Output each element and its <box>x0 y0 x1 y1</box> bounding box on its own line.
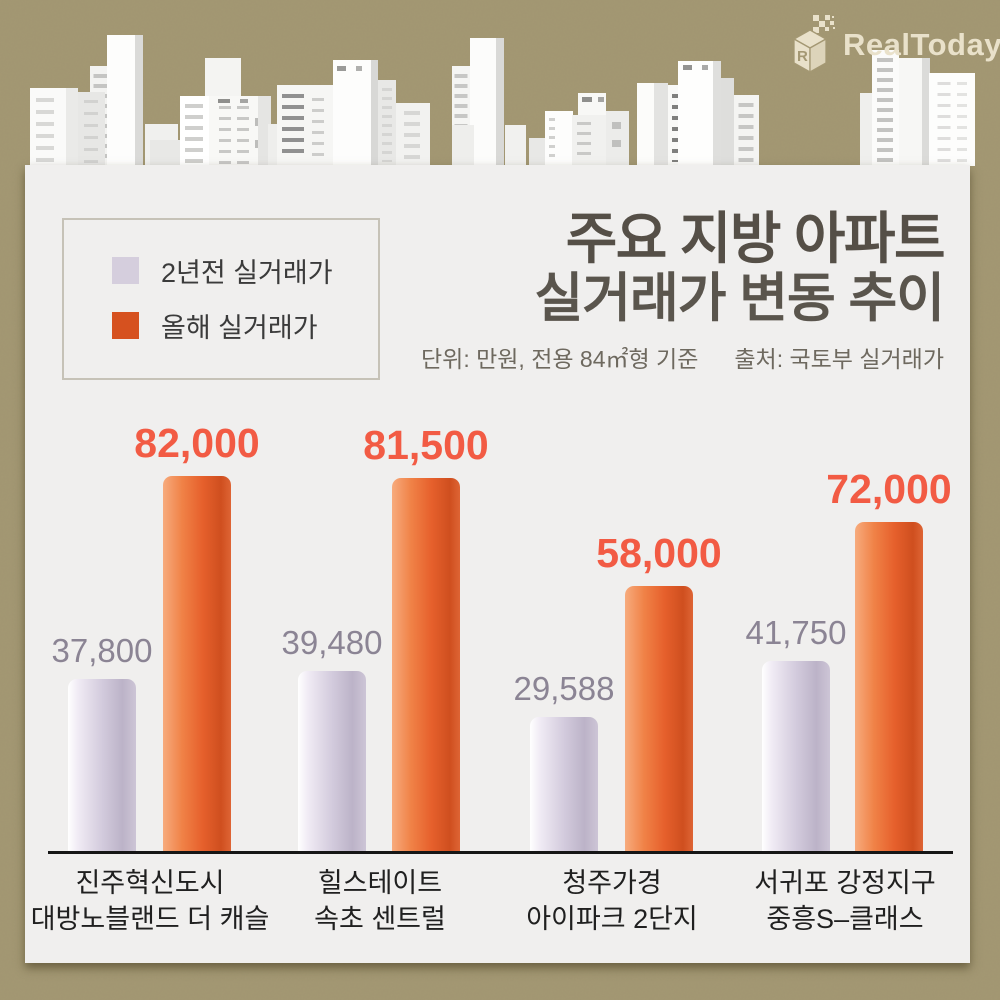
value-label-curr-2: 81,500 <box>363 422 489 468</box>
content-card: 2년전 실거래가 올해 실거래가 주요 지방 아파트 실거래가 변동 추이 단위… <box>25 165 970 963</box>
bar-column-prev-2: 39,480 <box>282 624 382 853</box>
category-label-4-line2: 중흥S–클래스 <box>766 903 924 934</box>
value-label-prev-2: 39,480 <box>281 624 383 661</box>
bar-prev-3 <box>530 717 598 853</box>
bar-prev-1 <box>68 679 136 853</box>
bar-curr-3 <box>625 586 693 853</box>
bar-column-prev-4: 41,750 <box>746 614 846 853</box>
value-label-curr-4: 72,000 <box>826 466 952 512</box>
bar-column-curr-2: 81,500 <box>363 422 489 853</box>
category-label-2: 힐스테이트 속초 센트럴 <box>250 866 510 938</box>
category-label-4: 서귀포 강정지구 중흥S–클래스 <box>715 866 975 938</box>
value-label-prev-3: 29,588 <box>513 670 615 707</box>
logo-brand-text: RealToday <box>843 27 1000 62</box>
svg-text:R: R <box>797 48 808 65</box>
realtoday-cube-icon: R <box>792 15 835 74</box>
category-label-1-line1: 진주혁신도시 <box>75 868 225 898</box>
category-label-4-line1: 서귀포 강정지구 <box>754 868 936 898</box>
category-label-2-line2: 속초 센트럴 <box>314 903 446 934</box>
value-label-prev-4: 41,750 <box>745 614 847 651</box>
bar-curr-4 <box>855 522 923 853</box>
x-axis-line <box>48 851 953 854</box>
bar-column-prev-3: 29,588 <box>514 670 614 853</box>
category-label-1-line2: 대방노블랜드 더 캐슬 <box>30 903 270 934</box>
category-label-3-line2: 아이파크 2단지 <box>526 903 698 934</box>
bar-prev-4 <box>762 661 830 853</box>
bar-column-prev-1: 37,800 <box>52 632 152 853</box>
category-label-3-line1: 청주가경 <box>562 868 662 898</box>
bar-column-curr-1: 82,000 <box>134 420 260 853</box>
value-label-prev-1: 37,800 <box>51 632 153 669</box>
bar-curr-2 <box>392 478 460 853</box>
realtoday-logo: R RealToday <box>784 14 1000 76</box>
category-label-1: 진주혁신도시 대방노블랜드 더 캐슬 <box>20 866 280 938</box>
value-label-curr-3: 58,000 <box>596 530 722 576</box>
value-label-curr-1: 82,000 <box>134 420 260 466</box>
bar-prev-2 <box>298 671 366 853</box>
bar-column-curr-3: 58,000 <box>596 530 722 853</box>
category-label-2-line1: 힐스테이트 <box>317 868 443 898</box>
bar-curr-1 <box>163 476 231 853</box>
bar-chart: 37,800 82,000 39,480 81,500 29,588 58,00… <box>25 165 970 853</box>
category-label-3: 청주가경 아이파크 2단지 <box>482 866 742 938</box>
bar-column-curr-4: 72,000 <box>826 466 952 853</box>
